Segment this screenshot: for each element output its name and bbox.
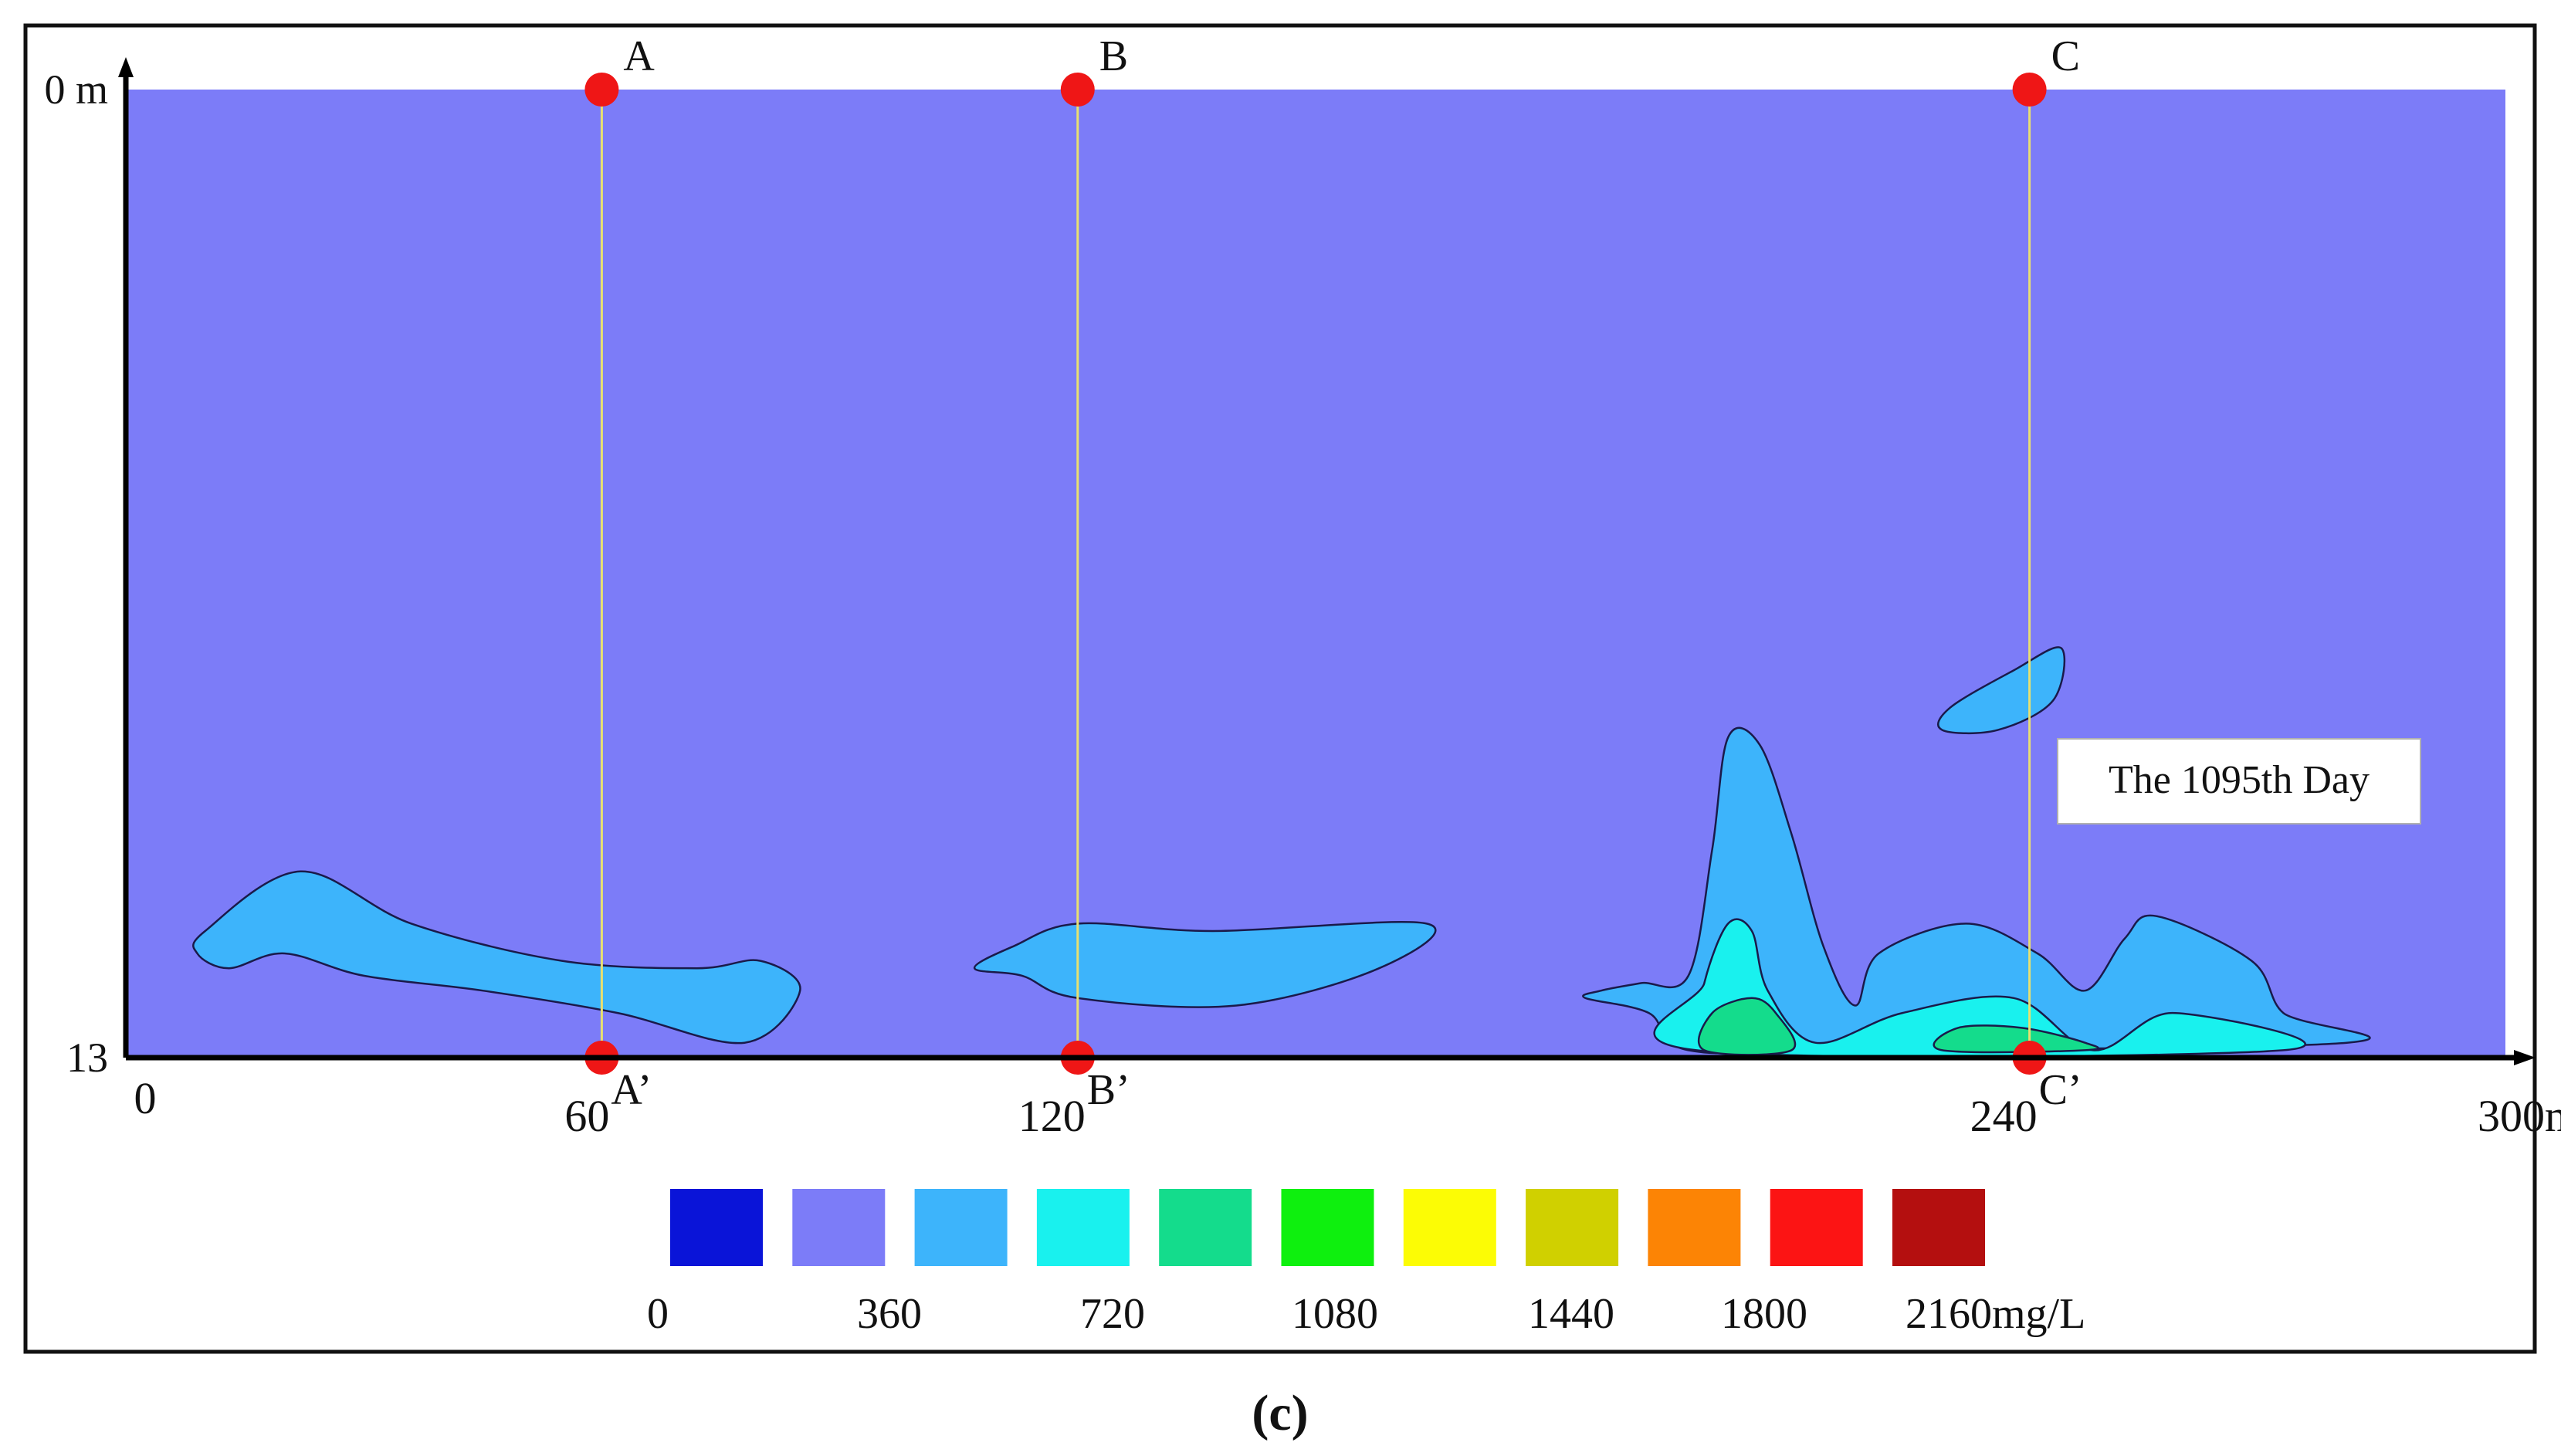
- colorbar-swatch-10: [1770, 1189, 1863, 1266]
- y-tick-label-1: 0 m: [44, 66, 108, 113]
- section-top-label-b: B: [1099, 32, 1128, 80]
- colorbar-swatch-7: [1403, 1189, 1496, 1266]
- x-tick-label-1: 0: [134, 1073, 157, 1123]
- contour-layer: [192, 646, 2371, 1058]
- section-top-point-b: [1060, 73, 1095, 107]
- colorbar-swatch-9: [1648, 1189, 1741, 1266]
- x-tick-label-4: 240: [1970, 1091, 2038, 1141]
- contour-patch-4: [1937, 646, 2066, 735]
- contour-patch-1: [192, 870, 801, 1045]
- contour-patch-7: [1933, 1024, 2099, 1054]
- contour-patch-2: [973, 921, 1437, 1008]
- colorbar-swatch-3: [914, 1189, 1008, 1266]
- colorbar-swatch-4: [1036, 1189, 1130, 1266]
- day-annotation: The 1095th Day: [2057, 738, 2421, 825]
- colorbar-swatch-1: [670, 1189, 763, 1266]
- section-bottom-label-b: B’: [1087, 1066, 1130, 1114]
- panel-label: (c): [1252, 1385, 1308, 1441]
- colorbar-label-7: 2160mg/L: [1906, 1290, 2085, 1338]
- y-tick-layer: 0 m 13: [44, 66, 108, 1081]
- y-axis-arrow: [118, 57, 134, 77]
- colorbar-swatch-5: [1159, 1189, 1252, 1266]
- colorbar-label-4: 1080: [1292, 1290, 1378, 1338]
- colorbar-swatch-2: [792, 1189, 886, 1266]
- colorbar-swatch-11: [1892, 1189, 1985, 1266]
- colorbar-swatch-8: [1526, 1189, 1619, 1266]
- section-top-point-c: [2012, 73, 2047, 107]
- concentration-field: [126, 90, 2505, 1058]
- section-top-point-a: [584, 73, 619, 107]
- colorbar-label-2: 360: [857, 1290, 922, 1338]
- x-tick-label-3: 120: [1018, 1091, 1086, 1141]
- colorbar-label-3: 720: [1080, 1290, 1145, 1338]
- x-tick-label-2: 60: [564, 1091, 609, 1141]
- y-tick-label-2: 13: [66, 1034, 108, 1081]
- colorbar-swatch-6: [1281, 1189, 1374, 1266]
- section-top-label-a: A: [623, 32, 655, 80]
- day-annotation-box: [2057, 738, 2421, 825]
- x-tick-label-5: 300m: [2478, 1091, 2561, 1141]
- contour-patch-6: [1697, 997, 1797, 1056]
- x-axis-arrow: [2514, 1050, 2536, 1065]
- section-top-label-c: C: [2051, 32, 2080, 80]
- day-annotation-text: The 1095th Day: [2109, 758, 2370, 802]
- colorbar-label-1: 0: [647, 1290, 669, 1338]
- section-bottom-label-a: A’: [611, 1066, 652, 1114]
- section-bottom-label-c: C’: [2039, 1066, 2082, 1114]
- section-lines-layer: A A’ B B’ C C’: [584, 32, 2082, 1114]
- colorbar-label-6: 1800: [1721, 1290, 1807, 1338]
- axes-layer: [118, 57, 2536, 1065]
- colorbar-label-5: 1440: [1528, 1290, 1614, 1338]
- x-tick-layer: 0 60 120 240 300m: [134, 1073, 2561, 1141]
- colorbar: 0 360 720 1080 1440 1800 2160mg/L: [647, 1189, 2085, 1338]
